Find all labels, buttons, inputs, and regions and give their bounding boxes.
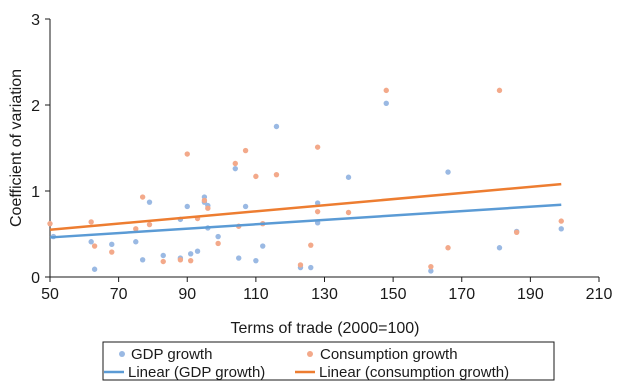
axes	[49, 19, 599, 278]
consumption-growth-point	[139, 194, 146, 200]
gdp-growth-point	[109, 241, 115, 248]
consumption-growth-point	[187, 257, 194, 264]
gdp-growth-point	[88, 239, 94, 245]
gdp-growth-point	[184, 203, 190, 210]
consumption-growth-point	[177, 257, 184, 263]
gdp-growth-point	[308, 264, 314, 271]
legend-label-linear-consumption-growth: Linear (consumption growth)	[319, 364, 509, 381]
gdp-growth-point	[91, 266, 98, 272]
consumption-growth-point	[146, 221, 153, 228]
consumption-growth-point	[345, 209, 352, 216]
y-tick-label: 0	[31, 270, 40, 287]
x-axis-title: Terms of trade (2000=100)	[231, 320, 420, 337]
x-tick-label: 50	[41, 286, 59, 303]
x-tick-label: 210	[586, 286, 613, 303]
consumption-growth-point	[383, 87, 389, 94]
gdp-growth-point	[242, 203, 249, 210]
consumption-growth-point	[314, 208, 321, 215]
consumption-growth-point	[201, 197, 208, 204]
legend: GDP growth Consumption growth Linear (GD…	[102, 341, 555, 381]
gdp-growth-point	[558, 226, 564, 232]
x-tick-label: 110	[243, 286, 269, 303]
legend-item-gdp-growth: GDP growth	[119, 346, 212, 363]
gdp-growth-point	[273, 123, 280, 130]
gdp-growth-point	[253, 257, 259, 264]
consumption-growth-point	[314, 144, 321, 150]
consumption-growth-point	[215, 240, 221, 247]
consumption-growth-point	[253, 173, 259, 180]
gdp-growth-point	[383, 100, 389, 106]
consumption-growth-point	[184, 151, 190, 157]
consumption-growth-point	[205, 205, 211, 211]
consumption-growth-point	[558, 218, 564, 224]
y-axis-title: Coefficient of variation	[8, 69, 25, 227]
legend-marker-consumption-growth	[307, 351, 313, 357]
gdp-growth-point	[345, 174, 352, 180]
x-tick-label: 130	[311, 286, 338, 303]
consumption-growth-point	[160, 258, 166, 265]
linear-gdp-growth-trendline	[49, 203, 562, 239]
linear-consumption-growth-trendline	[49, 182, 562, 231]
legend-label-gdp-growth: GDP growth	[131, 346, 212, 363]
y-tick-label: 2	[31, 98, 40, 115]
gdp-growth-point	[194, 248, 201, 254]
x-tick-label: 170	[448, 286, 475, 303]
gdp-growth-point	[232, 165, 238, 172]
gdp-growth-point	[133, 239, 139, 245]
consumption-growth-point	[47, 220, 53, 227]
consumption-growth-point	[428, 263, 434, 270]
x-tick-label: 90	[178, 286, 196, 303]
x-tick-label: 70	[110, 286, 128, 303]
y-tick-label: 3	[31, 12, 40, 29]
legend-item-consumption-growth: Consumption growth	[307, 346, 458, 363]
gdp-growth-point	[496, 245, 503, 251]
gdp-growth-point	[215, 233, 221, 240]
consumption-growth-point	[445, 245, 451, 251]
legend-item-linear-gdp-growth: Linear (GDP growth)	[104, 364, 265, 381]
gdp-growth-point	[236, 255, 242, 261]
consumption-growth-point	[91, 243, 98, 249]
consumption-growth-point	[109, 249, 115, 255]
y-tick-label: 1	[31, 184, 40, 201]
gdp-growth-point	[139, 257, 146, 263]
x-tick-label: 190	[517, 286, 544, 303]
axis-ticks: 50 70 90 110 130 150 170 190 210 0 1 2 3	[31, 12, 612, 303]
legend-marker-gdp-growth	[119, 351, 125, 357]
legend-label-linear-gdp-growth: Linear (GDP growth)	[128, 364, 265, 381]
consumption-growth-point	[496, 87, 503, 94]
gdp-growth-point	[314, 200, 321, 206]
consumption-growth-point	[88, 219, 94, 225]
plot-area	[47, 87, 564, 274]
gdp-growth-point	[146, 199, 153, 205]
gdp-growth-point	[260, 243, 266, 249]
gdp-growth-point	[187, 251, 194, 257]
consumption-growth-point	[232, 160, 238, 167]
series-consumption-growth	[47, 87, 564, 270]
consumption-growth-point	[297, 262, 304, 268]
gdp-growth-point	[428, 268, 434, 274]
consumption-growth-point	[242, 147, 249, 154]
legend-label-consumption-growth: Consumption growth	[320, 346, 458, 363]
gdp-growth-point	[445, 169, 451, 175]
consumption-growth-point	[513, 229, 520, 235]
legend-item-linear-consumption-growth: Linear (consumption growth)	[295, 364, 509, 381]
consumption-growth-point	[273, 171, 280, 178]
gdp-growth-point	[160, 252, 166, 259]
legend-box	[102, 341, 555, 381]
series-gdp-growth	[50, 100, 564, 274]
consumption-growth-point	[133, 226, 139, 232]
x-tick-label: 150	[380, 286, 407, 303]
consumption-growth-point	[308, 242, 314, 248]
